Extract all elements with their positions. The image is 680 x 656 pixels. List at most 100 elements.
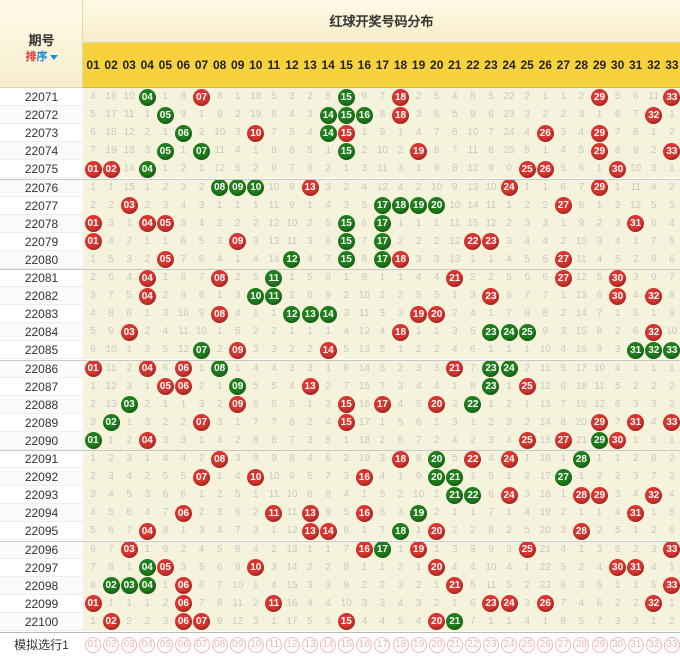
sim-select-05[interactable]: 05 xyxy=(157,637,174,653)
hit-ball-29: 29 xyxy=(591,486,609,504)
miss-count-cell: 2 xyxy=(343,453,350,464)
period-cell: 22076 xyxy=(0,178,83,197)
sim-select-12[interactable]: 12 xyxy=(283,637,300,653)
miss-count-cell: 12 xyxy=(630,199,642,211)
miss-count-cell: 1 xyxy=(433,416,440,428)
period-cell: 22098 xyxy=(0,576,83,595)
miss-count-cell: 5 xyxy=(198,561,205,573)
row-background xyxy=(83,468,680,487)
sim-select-06[interactable]: 06 xyxy=(175,637,192,653)
miss-count-cell: 9 xyxy=(669,308,675,320)
hit-ball-11: 11 xyxy=(265,287,283,305)
miss-count-cell: 7 xyxy=(596,615,603,627)
sim-select-23[interactable]: 23 xyxy=(482,637,499,653)
hit-ball-19: 19 xyxy=(410,504,428,522)
sim-select-20[interactable]: 20 xyxy=(428,637,445,653)
miss-count-cell: 4 xyxy=(234,145,241,157)
hit-ball-20: 20 xyxy=(428,522,446,540)
hit-ball-15: 15 xyxy=(337,124,355,142)
miss-count-cell: 9 xyxy=(253,453,259,464)
hit-ball-07: 07 xyxy=(193,468,211,486)
miss-count-cell: 2 xyxy=(379,434,386,446)
miss-count-cell: 4 xyxy=(307,453,313,464)
miss-count-cell: 5 xyxy=(325,91,331,102)
miss-count-cell: 2 xyxy=(379,290,386,302)
row-background xyxy=(83,522,680,541)
miss-count-cell: 13 xyxy=(449,253,461,265)
hit-ball-06: 06 xyxy=(174,595,192,613)
hit-ball-11: 11 xyxy=(265,595,283,613)
miss-count-cell: 13 xyxy=(467,181,479,193)
sim-select-32[interactable]: 32 xyxy=(645,637,662,653)
sim-select-15[interactable]: 15 xyxy=(338,637,355,653)
miss-count-cell: 7 xyxy=(506,308,512,320)
miss-count-cell: 10 xyxy=(340,597,352,609)
hit-ball-11: 11 xyxy=(265,504,283,522)
miss-count-cell: 2 xyxy=(144,199,151,211)
sim-select-25[interactable]: 25 xyxy=(519,637,536,653)
sim-select-31[interactable]: 31 xyxy=(627,637,644,653)
miss-count-cell: 12 xyxy=(105,380,117,392)
sim-select-13[interactable]: 13 xyxy=(302,637,319,653)
miss-count-cell: 5 xyxy=(470,579,476,591)
miss-count-cell: 6 xyxy=(198,253,205,265)
hit-ball-08: 08 xyxy=(211,360,229,377)
hit-ball-29: 29 xyxy=(591,414,609,432)
miss-count-cell: 3 xyxy=(470,543,476,555)
miss-count-cell: 6 xyxy=(325,235,331,247)
miss-count-cell: 11 xyxy=(232,597,243,609)
sim-select-03[interactable]: 03 xyxy=(121,637,138,653)
miss-count-cell: 2 xyxy=(180,543,187,555)
miss-count-cell: 13 xyxy=(539,398,551,410)
sim-select-22[interactable]: 22 xyxy=(464,637,481,653)
miss-count-cell: 1 xyxy=(162,235,169,247)
number-header-27: 27 xyxy=(556,58,570,72)
sim-select-09[interactable]: 09 xyxy=(229,637,246,653)
hit-ball-30: 30 xyxy=(609,432,627,450)
sim-select-16[interactable]: 16 xyxy=(356,637,373,653)
row-background xyxy=(83,450,680,468)
number-header-07: 07 xyxy=(194,58,209,72)
miss-count-cell: 8 xyxy=(361,253,368,265)
sim-select-01[interactable]: 01 xyxy=(85,637,101,653)
miss-count-cell: 0 xyxy=(506,163,512,175)
miss-count-cell: 6 xyxy=(524,272,530,283)
sim-select-04[interactable]: 04 xyxy=(139,637,156,653)
sim-select-07[interactable]: 07 xyxy=(193,637,210,653)
miss-count-cell: 2 xyxy=(90,471,96,483)
miss-count-cell: 2 xyxy=(162,290,169,302)
miss-count-cell: 7 xyxy=(524,290,530,302)
miss-count-cell: 9 xyxy=(325,290,331,302)
hit-ball-15: 15 xyxy=(337,142,355,160)
sim-select-24[interactable]: 24 xyxy=(501,637,518,653)
miss-count-cell: 2 xyxy=(397,362,404,374)
sim-select-18[interactable]: 18 xyxy=(392,637,409,653)
sort-toggle[interactable]: 排序 xyxy=(0,48,83,64)
miss-count-cell: 8 xyxy=(180,91,187,102)
miss-count-cell: 3 xyxy=(560,525,567,537)
sim-select-30[interactable]: 30 xyxy=(609,637,626,653)
sim-select-19[interactable]: 19 xyxy=(410,637,427,653)
miss-count-cell: 2 xyxy=(325,163,331,175)
sim-select-02[interactable]: 02 xyxy=(103,637,120,653)
miss-count-cell: 2 xyxy=(433,235,440,247)
sim-select-21[interactable]: 21 xyxy=(446,637,463,653)
hit-ball-05: 05 xyxy=(156,251,174,269)
sim-select-26[interactable]: 26 xyxy=(537,637,554,653)
sim-select-27[interactable]: 27 xyxy=(555,637,572,653)
sim-select-08[interactable]: 08 xyxy=(211,637,228,653)
miss-count-cell: 2 xyxy=(343,181,350,193)
sim-select-29[interactable]: 29 xyxy=(591,637,608,653)
miss-count-cell: 1 xyxy=(560,290,567,302)
sim-select-33[interactable]: 33 xyxy=(663,637,680,653)
miss-count-cell: 11 xyxy=(485,199,497,211)
miss-count-cell: 1 xyxy=(162,91,169,102)
sim-select-28[interactable]: 28 xyxy=(573,637,590,653)
sim-select-11[interactable]: 11 xyxy=(265,637,282,653)
hit-ball-23: 23 xyxy=(482,360,500,377)
hit-ball-18: 18 xyxy=(392,197,410,215)
sim-select-10[interactable]: 10 xyxy=(247,637,264,653)
miss-count-cell: 3 xyxy=(397,163,404,175)
sim-select-17[interactable]: 17 xyxy=(374,637,391,653)
sim-select-14[interactable]: 14 xyxy=(320,637,337,653)
